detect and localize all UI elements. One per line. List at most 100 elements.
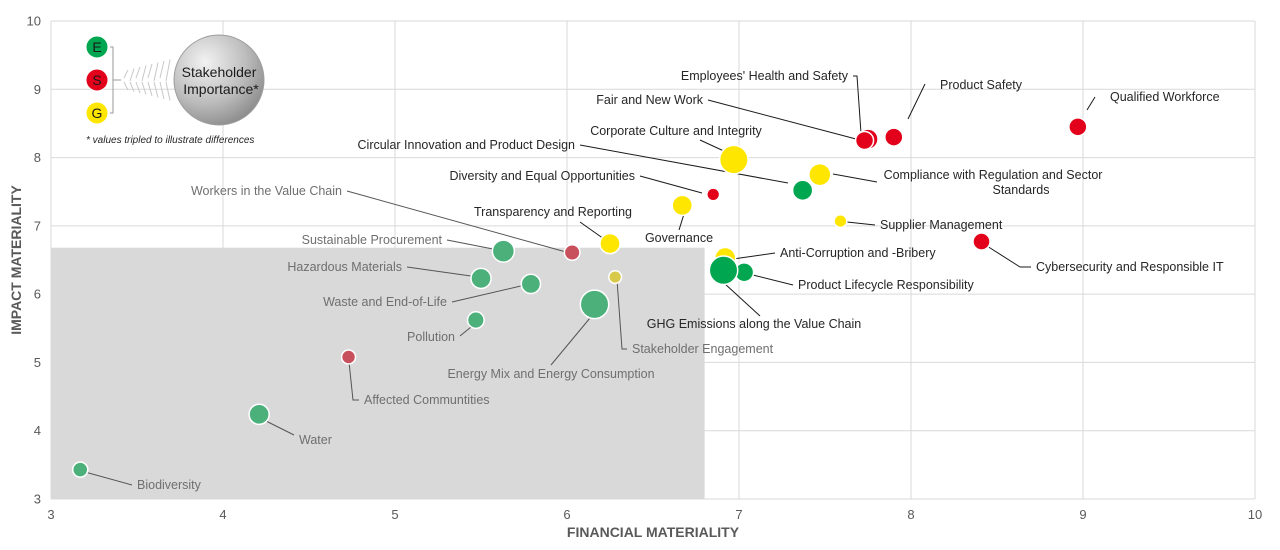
- bubble-diversity-and-equal-opportunities[interactable]: [706, 187, 721, 202]
- bubble-cybersecurity-and-responsible-it[interactable]: [972, 232, 991, 251]
- bubble-energy-mix-and-energy-consumption[interactable]: [579, 289, 610, 320]
- bubble-label-anti-corruption-and-bribery: Anti-Corruption and -Bribery: [780, 246, 936, 260]
- x-tick-label: 4: [219, 507, 226, 522]
- y-axis-title: IMPACT MATERIALITY: [8, 185, 24, 335]
- legend-dot-e: [85, 35, 109, 59]
- leader-line-supplier-management: [846, 221, 876, 226]
- y-tick-label: 6: [34, 287, 41, 302]
- legend-letter-s: S: [92, 72, 101, 88]
- bubble-label-sustainable-procurement: Sustainable Procurement: [302, 233, 443, 247]
- legend-letter-e: E: [92, 39, 101, 55]
- y-tick-label: 7: [34, 218, 41, 233]
- bubble-label-circular-innovation-and-product-design: Circular Innovation and Product Design: [358, 138, 576, 152]
- x-tick-label: 5: [391, 507, 398, 522]
- y-tick-label: 9: [34, 82, 41, 97]
- leader-line-hazardous-materials: [406, 266, 479, 278]
- leader-line-cybersecurity-and-responsible-it: [986, 245, 1031, 268]
- bubble-workers-in-the-value-chain[interactable]: [563, 243, 581, 262]
- bubble-stakeholder-engagement[interactable]: [608, 269, 623, 285]
- bubble-water[interactable]: [248, 403, 270, 426]
- legend-size-label-line1: Stakeholder: [182, 64, 257, 80]
- legend-note: * values tripled to illustrate differenc…: [86, 135, 254, 146]
- y-tick-label: 3: [34, 492, 41, 507]
- bubble-supplier-management[interactable]: [833, 213, 848, 229]
- legend-hatch: [123, 69, 129, 79]
- bubble-product-safety[interactable]: [884, 127, 904, 147]
- leader-line-energy-mix-and-energy-consumption: [550, 317, 591, 366]
- bubble-label-product-lifecycle-responsibility: Product Lifecycle Responsibility: [798, 278, 975, 292]
- leader-line-employees-health-and-safety: [853, 75, 862, 134]
- leader-line-governance: [678, 213, 685, 231]
- x-tick-label: 7: [735, 507, 742, 522]
- bubble-label-cybersecurity-and-responsible-it: Cybersecurity and Responsible IT: [1036, 260, 1224, 274]
- legend-hatch: [159, 60, 165, 79]
- leader-line-waste-and-end-of-life: [451, 284, 526, 303]
- bubble-label-corporate-culture-and-integrity: Corporate Culture and Integrity: [590, 124, 762, 138]
- bubble-label-diversity-and-equal-opportunities: Diversity and Equal Opportunities: [449, 169, 635, 183]
- legend-size-bubble: [173, 34, 265, 126]
- bubble-sustainable-procurement[interactable]: [491, 239, 516, 263]
- legend: E S G Stakeholder Importance* * values tri…: [85, 34, 265, 146]
- bubble-label-energy-mix-and-energy-consumption: Energy Mix and Energy Consumption: [447, 367, 654, 381]
- axis-ticks: 3 4 5 6 7 8 9 10 3 4 5 6 7 8 9 10: [27, 14, 1263, 523]
- bubble-biodiversity[interactable]: [71, 461, 89, 478]
- bubble-label-supplier-management: Supplier Management: [880, 218, 1003, 232]
- bubble-label-fair-and-new-work: Fair and New Work: [596, 93, 703, 107]
- bubble-label-governance: Governance: [645, 231, 713, 245]
- legend-bracket: [110, 46, 171, 114]
- bubble-affected-communtities[interactable]: [340, 349, 357, 365]
- leader-line-fair-and-new-work: [707, 99, 857, 140]
- legend-hatch: [147, 81, 153, 97]
- legend-hatch: [141, 81, 147, 95]
- y-tick-label: 5: [34, 355, 41, 370]
- legend-hatch: [141, 65, 147, 82]
- leader-line-corporate-culture-and-integrity: [699, 139, 727, 153]
- bubble-label-affected-communtities: Affected Communtities: [364, 393, 490, 407]
- bubble-qualified-workforce[interactable]: [1068, 117, 1088, 137]
- leader-line-anti-corruption-and-bribery: [732, 252, 776, 260]
- bubble-label-transparency-and-reporting: Transparency and Reporting: [474, 205, 632, 219]
- leader-line-affected-communtities: [348, 361, 359, 401]
- bubble-label-ghg-emissions-along-the-value-chain: GHG Emissions along the Value Chain: [647, 317, 862, 331]
- bubble-hazardous-materials[interactable]: [470, 267, 492, 290]
- legend-dot-g: [85, 101, 109, 125]
- label-leaders: [84, 75, 1096, 486]
- bubble-waste-and-end-of-life[interactable]: [520, 273, 542, 295]
- bubble-pollution[interactable]: [466, 311, 485, 330]
- legend-hatch: [123, 81, 129, 91]
- bubble-label-biodiversity: Biodiversity: [137, 478, 202, 492]
- bubble-ghg-emissions-along-the-value-chain[interactable]: [708, 255, 739, 286]
- leader-line-workers-in-the-value-chain: [346, 190, 567, 253]
- y-tick-label: 4: [34, 423, 41, 438]
- leader-line-pollution: [459, 326, 472, 337]
- x-tick-label: 9: [1079, 507, 1086, 522]
- bubble-governance[interactable]: [671, 194, 694, 217]
- leader-line-sustainable-procurement: [446, 239, 494, 250]
- bubble-transparency-and-reporting[interactable]: [599, 232, 621, 255]
- gridlines: [50, 20, 1256, 500]
- leader-line-compliance-with-regulation-and-sector-standards: [832, 173, 878, 183]
- legend-hatch: [159, 81, 165, 100]
- bubble-label-water: Water: [299, 433, 332, 447]
- leader-line-transparency-and-reporting: [579, 221, 605, 240]
- bubble-labels: Qualified Workforce Product Safety Employe…: [137, 69, 1224, 492]
- legend-letter-g: G: [92, 105, 103, 121]
- bubble-label-waste-and-end-of-life: Waste and End-of-Life: [323, 295, 447, 309]
- bubble-corporate-culture-and-integrity[interactable]: [718, 144, 749, 175]
- bubble-compliance-with-regulation-and-sector-standards[interactable]: [808, 162, 832, 187]
- bubble-fair-and-new-work[interactable]: [854, 130, 875, 151]
- x-tick-label: 8: [907, 507, 914, 522]
- legend-dot-s: [85, 68, 109, 92]
- bubble-circular-innovation-and-product-design[interactable]: [791, 179, 814, 202]
- legend-hatch: [165, 81, 171, 101]
- legend-hatch: [135, 81, 141, 94]
- leader-line-stakeholder-engagement: [616, 279, 627, 350]
- x-tick-label: 6: [563, 507, 570, 522]
- bubbles: [71, 117, 1088, 478]
- bubble-label-pollution: Pollution: [407, 330, 455, 344]
- x-tick-label: 3: [47, 507, 54, 522]
- leader-line-water: [265, 420, 295, 436]
- legend-hatch: [129, 68, 135, 82]
- legend-hatch: [165, 59, 171, 82]
